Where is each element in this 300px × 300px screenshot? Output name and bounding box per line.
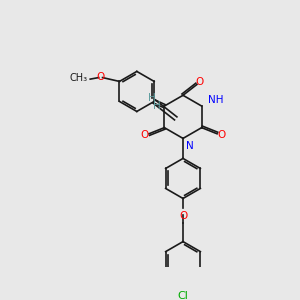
Text: O: O	[218, 130, 226, 140]
Text: CH₃: CH₃	[70, 73, 88, 83]
Text: N: N	[186, 142, 194, 152]
Text: NH: NH	[208, 95, 223, 105]
Text: O: O	[196, 77, 204, 87]
Text: H: H	[148, 93, 156, 103]
Text: H: H	[153, 101, 161, 111]
Text: O: O	[140, 130, 148, 140]
Text: O: O	[179, 211, 187, 221]
Text: O: O	[97, 72, 105, 82]
Text: Cl: Cl	[178, 291, 188, 300]
